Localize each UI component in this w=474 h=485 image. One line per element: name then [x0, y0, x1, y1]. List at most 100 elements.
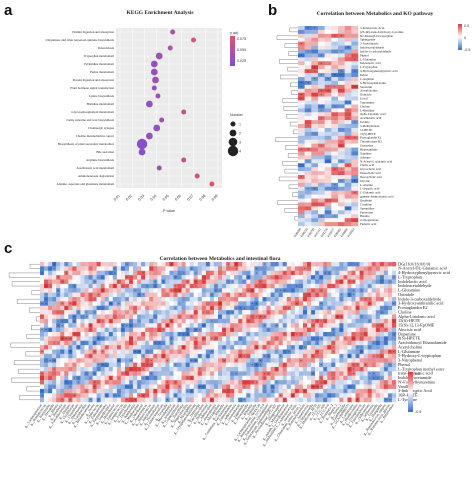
row-label: Adenine — [360, 155, 371, 159]
heatmap-cell — [318, 57, 325, 62]
heatmap-cell — [205, 275, 211, 280]
heatmap-cell — [201, 388, 207, 394]
heatmap-cell — [157, 380, 162, 385]
heatmap-cell — [193, 275, 198, 280]
heatmap-cell — [226, 367, 231, 372]
heatmap-cell — [250, 270, 255, 276]
significance-mark: * — [74, 333, 76, 337]
heatmap-cell — [80, 345, 85, 350]
heatmap-cell — [274, 367, 279, 372]
heatmap-cell — [230, 279, 235, 285]
heatmap-cell — [359, 292, 364, 298]
heatmap-cell — [68, 327, 73, 333]
heatmap-cell — [133, 380, 138, 385]
heatmap-cell — [104, 388, 109, 394]
heatmap-cell — [363, 340, 368, 346]
heatmap-cell — [242, 305, 247, 311]
heatmap-cell — [311, 288, 316, 293]
heatmap-cell — [258, 332, 263, 337]
heatmap-cell — [129, 305, 134, 311]
heatmap-cell — [250, 292, 255, 298]
heatmap-cell — [311, 362, 316, 368]
heatmap-cell — [197, 297, 203, 302]
heatmap-cell — [323, 362, 328, 368]
heatmap-cell — [254, 336, 259, 341]
heatmap-cell — [129, 288, 134, 293]
heatmap-cell — [331, 367, 336, 372]
heatmap-cell — [133, 384, 138, 390]
heatmap-cell — [92, 327, 97, 333]
heatmap-cell — [185, 301, 190, 306]
heatmap-cell — [226, 314, 231, 320]
data-point — [194, 173, 200, 179]
heatmap-cell — [344, 131, 352, 137]
heatmap-cell — [169, 288, 174, 293]
heatmap-cell — [124, 340, 130, 346]
heatmap-cell — [193, 397, 198, 403]
column-label: K01256 — [320, 227, 329, 238]
heatmap-cell — [185, 283, 190, 289]
significance-mark: * — [320, 337, 322, 341]
heatmap-cell — [324, 37, 332, 42]
significance-mark: * — [377, 311, 379, 315]
heatmap-cell — [213, 393, 219, 398]
heatmap-cell — [338, 33, 345, 38]
heatmap-cell — [278, 262, 283, 267]
heatmap-cell — [181, 336, 186, 341]
heatmap-cell — [331, 80, 339, 86]
heatmap-cell — [304, 222, 312, 227]
heatmap-cell — [298, 65, 305, 70]
heatmap-cell — [40, 288, 45, 293]
heatmap-cell — [193, 371, 198, 376]
heatmap-cell — [262, 301, 267, 306]
heatmap-cell — [40, 380, 45, 385]
heatmap-cell — [282, 371, 287, 376]
heatmap-cell — [351, 214, 359, 219]
heatmap-cell — [120, 327, 126, 333]
heatmap-cell — [324, 49, 332, 54]
heatmap-cell — [304, 26, 312, 31]
heatmap-cell — [359, 367, 364, 372]
heatmap-cell — [48, 362, 53, 368]
significance-mark: * — [324, 319, 326, 323]
heatmap-cell — [311, 65, 319, 70]
heatmap-cell — [185, 367, 190, 372]
data-point — [155, 52, 163, 60]
heatmap-cell — [153, 362, 158, 368]
heatmap-cell — [367, 279, 372, 285]
heatmap-cell — [311, 112, 319, 117]
significance-mark: * — [65, 271, 67, 275]
heatmap-cell — [177, 371, 182, 376]
heatmap-cell — [254, 349, 259, 355]
heatmap-cell — [157, 323, 162, 328]
heatmap-cell — [355, 327, 360, 333]
heatmap-cell — [96, 314, 101, 320]
heatmap-cell — [391, 349, 397, 355]
heatmap-cell — [213, 305, 219, 311]
heatmap-cell — [375, 353, 381, 359]
heatmap-cell — [84, 397, 89, 403]
significance-mark: * — [316, 341, 318, 345]
heatmap-cell — [238, 393, 243, 398]
heatmap-cell — [72, 283, 77, 289]
heatmap-cell — [226, 270, 231, 276]
heatmap-cell — [197, 270, 203, 276]
heatmap-cell — [185, 279, 190, 285]
heatmap-cell — [294, 340, 300, 346]
heatmap-cell — [197, 375, 203, 381]
heatmap-cell — [258, 353, 263, 359]
heatmap-cell — [375, 301, 381, 306]
heatmap-cell — [391, 371, 397, 376]
heatmap-cell — [387, 305, 393, 311]
heatmap-cell — [116, 397, 122, 403]
heatmap-cell — [351, 127, 359, 133]
heatmap-cell — [331, 182, 339, 187]
heatmap-cell — [173, 362, 178, 368]
significance-mark: * — [252, 381, 254, 385]
heatmap-cell — [298, 182, 305, 187]
heatmap-cell — [141, 362, 146, 368]
heatmap-cell — [40, 388, 45, 394]
heatmap-cell — [230, 314, 235, 320]
heatmap-cell — [242, 266, 247, 271]
heatmap-cell — [185, 397, 190, 403]
